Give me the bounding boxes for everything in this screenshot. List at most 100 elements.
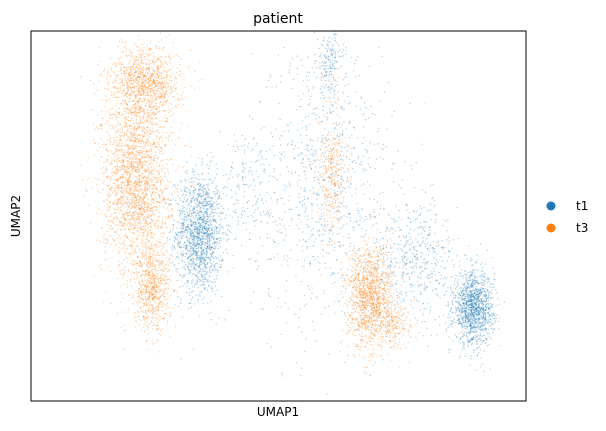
point-t1	[207, 201, 209, 203]
point-t1	[199, 239, 202, 242]
point-t1	[200, 270, 202, 272]
point-t1	[409, 261, 412, 263]
point-t1	[442, 278, 444, 280]
point-t1	[215, 226, 218, 228]
point-t1	[198, 196, 200, 198]
point-t1	[362, 318, 364, 321]
point-t1	[200, 284, 203, 286]
point-t1	[203, 278, 205, 281]
point-t1	[465, 298, 467, 300]
point-t1	[202, 219, 204, 221]
point-t1	[190, 232, 192, 234]
point-t1	[438, 271, 440, 274]
point-t1	[342, 43, 344, 46]
point-t1	[428, 226, 431, 229]
point-t1	[209, 268, 211, 270]
point-t1	[410, 286, 412, 288]
point-t1	[187, 265, 189, 267]
point-t1	[469, 316, 472, 318]
point-t1	[479, 290, 482, 293]
point-t1	[210, 288, 213, 290]
point-t1	[199, 238, 202, 241]
point-t1	[195, 235, 197, 238]
point-t1	[473, 324, 476, 326]
point-t1	[471, 283, 473, 285]
point-t1	[326, 87, 329, 89]
point-t1	[454, 278, 457, 280]
point-t1	[300, 152, 302, 154]
point-t1	[224, 232, 226, 234]
point-t1	[470, 343, 473, 346]
point-t1	[344, 85, 346, 87]
point-t1	[190, 200, 193, 203]
point-t1	[203, 274, 206, 276]
point-t1	[475, 315, 478, 318]
point-t1	[209, 178, 212, 181]
point-t1	[196, 198, 199, 200]
point-t1	[207, 278, 209, 281]
point-t3	[138, 194, 141, 197]
point-t1	[177, 234, 179, 236]
point-t1	[180, 218, 182, 220]
point-t1	[347, 354, 349, 357]
point-t1	[421, 143, 423, 145]
point-t1	[414, 220, 416, 222]
point-t1	[383, 91, 386, 93]
point-t1	[217, 271, 219, 273]
point-t1	[283, 239, 285, 241]
point-t1	[224, 217, 226, 219]
point-t1	[432, 247, 434, 249]
point-t1	[471, 271, 473, 274]
point-t1	[238, 185, 240, 187]
point-t1	[425, 221, 427, 223]
point-t1	[293, 157, 295, 159]
point-t1	[472, 315, 475, 317]
point-t1	[461, 290, 463, 292]
point-t1	[213, 267, 216, 269]
point-t3	[94, 128, 96, 130]
point-t1	[483, 290, 485, 292]
point-t1	[301, 205, 304, 207]
point-t1	[213, 247, 215, 250]
point-t3	[131, 154, 134, 156]
point-t1	[319, 218, 321, 220]
point-t1	[490, 305, 492, 308]
point-t1	[436, 279, 439, 281]
point-t1	[324, 65, 327, 67]
point-t3	[167, 263, 169, 265]
point-t1	[462, 322, 464, 324]
point-t1	[463, 298, 465, 300]
point-t1	[435, 280, 437, 282]
point-t1	[200, 273, 202, 275]
point-t1	[189, 248, 192, 250]
point-t1	[376, 267, 378, 270]
point-t1	[423, 307, 425, 310]
point-t1	[202, 195, 205, 197]
point-t1	[300, 163, 302, 165]
point-t1	[465, 318, 467, 320]
point-t1	[321, 233, 323, 236]
point-t1	[200, 232, 202, 234]
point-t1	[451, 302, 453, 304]
point-t1	[330, 43, 333, 46]
point-t1	[175, 258, 177, 260]
point-t1	[309, 166, 311, 168]
point-t1	[201, 241, 204, 243]
point-t1	[454, 334, 456, 336]
point-t1	[190, 201, 193, 204]
point-t1	[252, 205, 254, 207]
point-t1	[455, 311, 457, 314]
point-t1	[335, 61, 338, 63]
point-t1	[243, 171, 245, 173]
point-t1	[313, 191, 315, 193]
point-t1	[340, 65, 342, 68]
point-t3	[160, 135, 162, 138]
point-t1	[209, 230, 211, 233]
point-t1	[450, 307, 453, 310]
point-t1	[330, 67, 332, 69]
point-t1	[418, 285, 420, 288]
point-t1	[349, 137, 351, 139]
point-t1	[338, 301, 340, 303]
point-t1	[352, 249, 354, 252]
